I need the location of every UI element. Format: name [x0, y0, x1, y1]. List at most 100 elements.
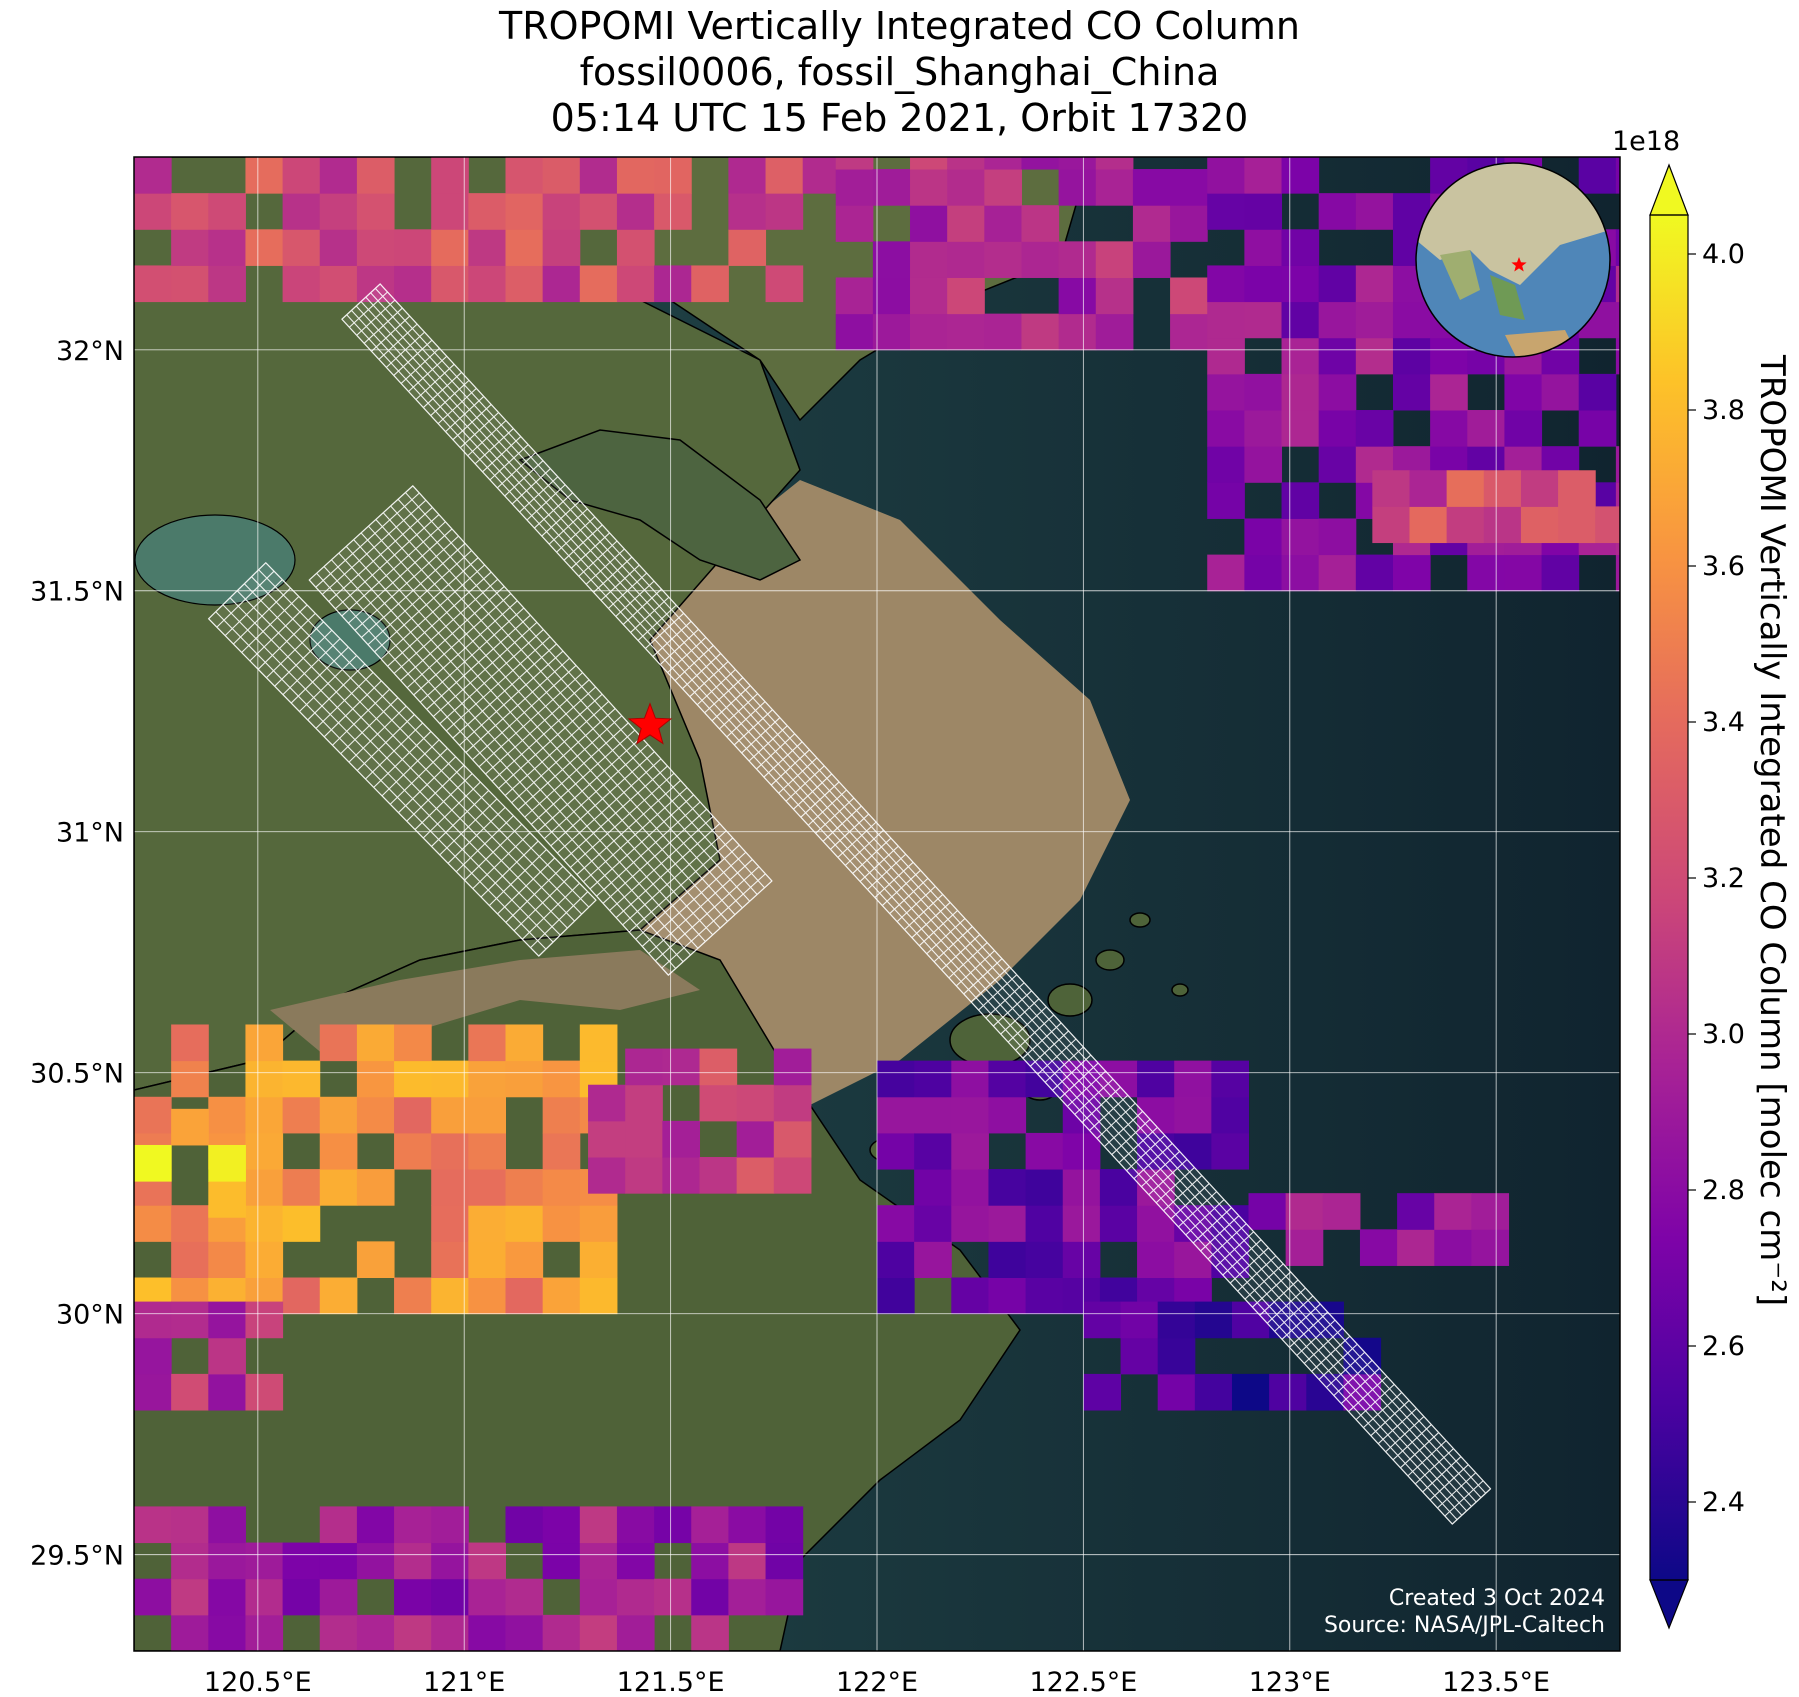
- co-pixel-8: [988, 1205, 1027, 1242]
- co-pixel-4: [468, 1132, 506, 1170]
- co-pixel-2: [1504, 373, 1543, 411]
- map-area: [134, 157, 1620, 1651]
- co-pixel-2: [1467, 410, 1505, 447]
- co-pixel-0: [579, 265, 618, 303]
- co-pixel-5: [208, 1144, 246, 1182]
- co-pixel-4: [171, 1024, 209, 1062]
- co-pixel-9: [1359, 1229, 1398, 1266]
- co-pixel-1: [910, 277, 948, 315]
- co-pixel-0: [134, 193, 172, 230]
- co-pixel-11: [431, 1578, 469, 1616]
- co-pixel-0: [728, 157, 767, 194]
- co-pixel-1: [947, 205, 985, 242]
- co-pixel-8: [1137, 1205, 1175, 1242]
- co-pixel-3: [1372, 506, 1410, 544]
- co-pixel-7: [134, 1373, 172, 1411]
- co-pixel-0: [431, 157, 469, 194]
- co-pixel-11: [691, 1614, 729, 1651]
- co-pixel-1: [1058, 241, 1097, 278]
- co-pixel-11: [208, 1614, 246, 1651]
- co-pixel-3: [1483, 470, 1522, 507]
- co-pixel-11: [171, 1506, 209, 1544]
- co-pixel-8: [1211, 1060, 1249, 1098]
- co-pixel-8: [1025, 1241, 1064, 1278]
- co-pixel-10: [1083, 1373, 1122, 1411]
- co-pixel-2: [1318, 373, 1357, 411]
- co-pixel-1: [1058, 157, 1097, 170]
- co-pixel-0: [245, 157, 284, 194]
- lon-tick-label: 121.5°E: [617, 1667, 725, 1697]
- lon-tick-label: 120.5°E: [204, 1667, 312, 1697]
- co-pixel-2: [1430, 410, 1468, 447]
- co-pixel-4: [468, 1060, 506, 1098]
- co-pixel-4: [579, 1241, 618, 1278]
- co-pixel-0: [542, 229, 581, 266]
- co-pixel-6: [588, 1084, 626, 1122]
- map-frame: [133, 156, 1621, 1652]
- co-pixel-10: [1120, 1337, 1159, 1375]
- co-pixel-0: [394, 229, 432, 266]
- co-pixel-11: [394, 1578, 432, 1616]
- co-pixel-11: [691, 1542, 729, 1580]
- co-pixel-2: [1281, 518, 1320, 556]
- co-pixel-2: [1244, 410, 1283, 447]
- co-pixel-2: [1355, 193, 1394, 230]
- colorbar-tick-label: 3.0: [1702, 1019, 1745, 1050]
- co-pixel-11: [356, 1614, 395, 1651]
- co-pixel-0: [616, 193, 655, 230]
- co-pixel-4: [505, 1241, 544, 1278]
- co-pixel-2: [1615, 157, 1620, 194]
- co-pixel-8: [914, 1241, 952, 1278]
- co-pixel-1: [910, 313, 948, 351]
- co-pixel-1: [1170, 313, 1208, 351]
- source-credit: Source: NASA/JPL-Caltech: [1323, 1613, 1605, 1638]
- co-pixel-8: [951, 1205, 989, 1242]
- co-pixel-6: [588, 1120, 626, 1158]
- co-pixel-11: [542, 1542, 581, 1580]
- co-pixel-8: [1137, 1241, 1175, 1278]
- co-pixel-4: [579, 1205, 618, 1242]
- colorbar-tick-label: 2.8: [1702, 1175, 1745, 1206]
- co-pixel-8: [951, 1132, 989, 1170]
- co-pixel-0: [282, 229, 321, 266]
- lake-taihu: [134, 514, 391, 671]
- co-pixel-1: [910, 205, 948, 242]
- lon-tick-label: 121°E: [423, 1667, 505, 1697]
- co-pixel-11: [505, 1578, 544, 1616]
- co-pixel-4: [245, 1060, 284, 1098]
- co-pixel-8: [877, 1096, 915, 1134]
- co-pixel-0: [505, 157, 544, 194]
- co-pixel-8: [877, 1241, 915, 1278]
- co-pixel-1: [1132, 205, 1171, 242]
- co-pixel-4: [245, 1241, 284, 1278]
- co-pixel-4: [319, 1132, 358, 1170]
- footprint-swath-west: [207, 561, 597, 957]
- co-pixel-1: [835, 205, 874, 242]
- co-pixel-6: [773, 1157, 812, 1194]
- co-pixel-4: [208, 1241, 246, 1278]
- co-pixel-4: [542, 1205, 581, 1242]
- co-pixel-0: [245, 229, 284, 266]
- co-pixel-8: [1062, 1169, 1101, 1206]
- co-pixel-7: [208, 1301, 246, 1339]
- co-pixel-2: [1281, 157, 1320, 194]
- co-pixel-1: [1021, 205, 1060, 242]
- co-pixel-0: [468, 265, 506, 303]
- co-pixel-1: [1170, 277, 1208, 315]
- co-pixel-4: [468, 1169, 506, 1206]
- co-pixel-4: [282, 1169, 321, 1206]
- co-pixel-0: [505, 229, 544, 266]
- co-pixel-2: [1207, 482, 1245, 519]
- co-pixel-1: [1058, 313, 1097, 351]
- co-pixel-9: [1471, 1193, 1510, 1230]
- co-pixel-3: [1409, 506, 1448, 544]
- co-pixel-6: [736, 1120, 775, 1158]
- co-pixel-2: [1318, 554, 1357, 592]
- co-pixel-0: [765, 265, 804, 303]
- co-pixel-6: [699, 1048, 738, 1086]
- co-pixel-10: [1157, 1301, 1196, 1339]
- co-pixel-4: [245, 1132, 284, 1170]
- co-pixel-1: [1132, 241, 1171, 278]
- co-pixel-7: [208, 1337, 246, 1375]
- co-pixel-0: [691, 265, 729, 303]
